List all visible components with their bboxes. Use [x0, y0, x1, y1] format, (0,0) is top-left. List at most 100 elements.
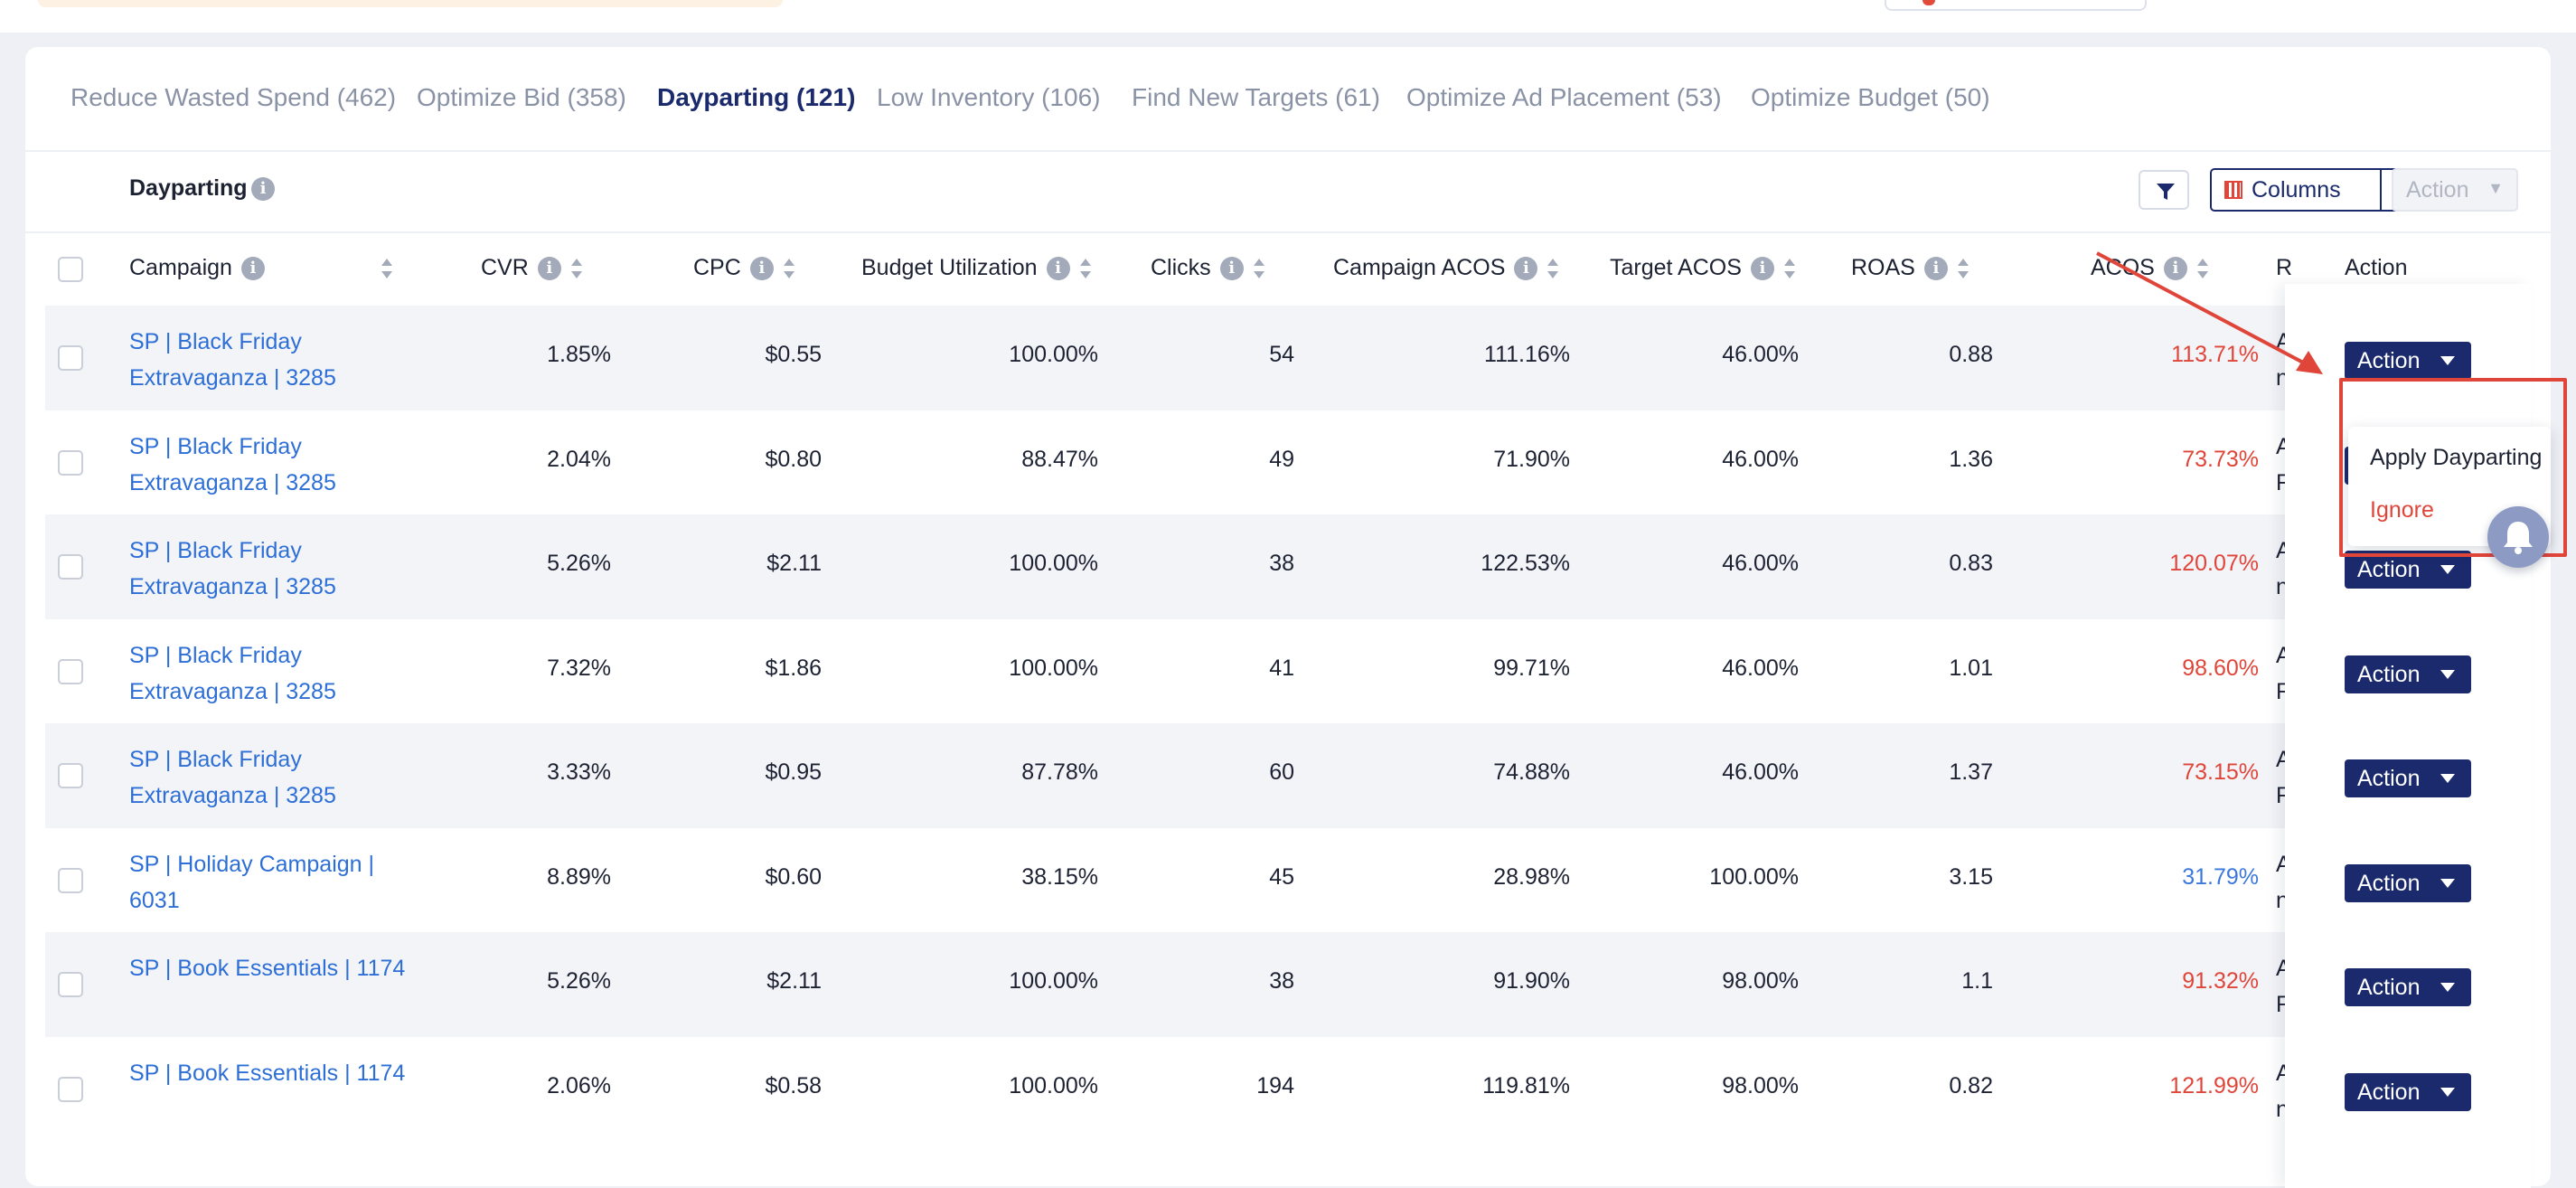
sort-icon[interactable]	[1783, 257, 1796, 280]
row-action-button[interactable]: Action	[2345, 1072, 2471, 1111]
campaign-link[interactable]: SP | Black Friday Extravaganza | 3285	[129, 329, 336, 391]
filter-button[interactable]	[2139, 170, 2189, 210]
bell-icon	[2504, 522, 2533, 554]
col-roas[interactable]: ROAS i	[1851, 255, 1970, 281]
col-campaign[interactable]: Campaign i	[129, 255, 393, 281]
cell-clicks: 45	[1269, 863, 1294, 890]
cell-budget-utilization: 100.00%	[1009, 342, 1098, 367]
row-action-button[interactable]: Action	[2345, 551, 2471, 589]
tab-optimize-budget[interactable]: Optimize Budget (50)	[1751, 83, 1990, 111]
row-checkbox[interactable]	[58, 763, 83, 788]
campaign-link[interactable]: SP | Book Essentials | 1174	[129, 1060, 406, 1086]
info-icon[interactable]: i	[1046, 256, 1070, 280]
col-cvr[interactable]: CVR i	[481, 255, 583, 281]
cell-cpc: $0.55	[765, 342, 822, 367]
cell-acos: 98.60%	[2182, 655, 2259, 681]
info-icon[interactable]: i	[240, 256, 265, 280]
table-row: SP | Black Friday Extravaganza | 3285 7.3…	[45, 619, 2531, 724]
info-icon[interactable]: i	[1514, 256, 1538, 280]
cell-budget-utilization: 100.00%	[1009, 1072, 1098, 1098]
info-icon[interactable]: i	[1750, 256, 1774, 280]
row-checkbox[interactable]	[58, 449, 83, 476]
col-budget-utilization[interactable]: Budget Utilization i	[861, 255, 1092, 281]
select-all-checkbox[interactable]	[58, 257, 83, 282]
cell-campaign-acos: 91.90%	[1493, 968, 1570, 994]
caret-down-icon	[2440, 774, 2455, 783]
cell-budget-utilization: 100.00%	[1009, 968, 1098, 994]
cell-acos: 31.79%	[2182, 863, 2259, 890]
cell-campaign-acos: 111.16%	[1484, 342, 1570, 367]
cell-roas: 1.37	[1949, 759, 1993, 785]
campaign-link[interactable]: SP | Black Friday Extravaganza | 3285	[129, 642, 336, 704]
section-title: Dayparting	[129, 175, 248, 201]
tab-optimize-ad-placement[interactable]: Optimize Ad Placement (53)	[1406, 83, 1722, 111]
cell-cpc: $0.95	[765, 759, 822, 785]
apply-dayparting-option[interactable]: Apply Dayparting	[2370, 445, 2543, 470]
cell-cpc: $2.11	[766, 551, 822, 576]
caret-down-icon	[2440, 1087, 2455, 1097]
sort-icon[interactable]	[783, 257, 795, 280]
row-checkbox[interactable]	[58, 345, 83, 371]
row-action-button[interactable]: Action	[2345, 863, 2471, 902]
sort-icon[interactable]	[1253, 257, 1265, 280]
info-icon[interactable]: i	[2163, 256, 2187, 280]
row-checkbox[interactable]	[58, 658, 83, 684]
campaign-link[interactable]: SP | Book Essentials | 1174	[129, 956, 406, 981]
row-action-button[interactable]: Action	[2345, 759, 2471, 797]
tab-dayparting[interactable]: Dayparting (121)	[657, 83, 856, 111]
sort-icon[interactable]	[381, 257, 393, 280]
tab-reduce-wasted-spend[interactable]: Reduce Wasted Spend (462)	[71, 83, 397, 111]
cell-roas: 0.82	[1949, 1072, 1993, 1098]
notification-bell-button[interactable]	[2487, 506, 2549, 568]
row-action-button[interactable]: Action	[2345, 968, 2471, 1006]
cell-campaign-acos: 122.53%	[1481, 551, 1570, 576]
cell-cpc: $0.80	[765, 446, 822, 472]
cell-cvr: 5.26%	[547, 551, 611, 576]
campaign-link[interactable]: SP | Holiday Campaign | 6031	[129, 851, 374, 913]
table-row: SP | Holiday Campaign | 6031 8.89% $0.60 38…	[45, 828, 2531, 933]
cell-campaign-acos: 71.90%	[1493, 446, 1570, 472]
cell-cvr: 1.85%	[547, 342, 611, 367]
col-cpc[interactable]: CPC i	[693, 255, 795, 281]
cell-cpc: $0.58	[765, 1072, 822, 1098]
cell-roas: 0.88	[1949, 342, 1993, 367]
sort-icon[interactable]	[1957, 257, 1970, 280]
cell-cpc: $2.11	[766, 968, 822, 994]
columns-button[interactable]: Columns ∨	[2210, 168, 2421, 212]
row-checkbox[interactable]	[58, 554, 83, 580]
sort-icon[interactable]	[570, 257, 583, 280]
sort-icon[interactable]	[2196, 257, 2209, 280]
col-campaign-acos[interactable]: Campaign ACOS i	[1333, 255, 1559, 281]
row-checkbox[interactable]	[58, 867, 83, 893]
caret-down-icon	[2440, 565, 2455, 574]
ignore-option[interactable]: Ignore	[2370, 497, 2434, 523]
cell-cvr: 7.32%	[547, 655, 611, 681]
cell-clicks: 60	[1269, 759, 1294, 785]
top-select[interactable]	[1885, 0, 2147, 11]
tab-optimize-bid[interactable]: Optimize Bid (358)	[417, 83, 626, 111]
info-icon[interactable]: i	[537, 256, 561, 280]
info-icon[interactable]: i	[1219, 256, 1244, 280]
cell-cpc: $0.60	[765, 863, 822, 890]
tab-find-new-targets[interactable]: Find New Targets (61)	[1132, 83, 1380, 111]
col-clicks[interactable]: Clicks i	[1151, 255, 1265, 281]
info-icon[interactable]: i	[1923, 256, 1948, 280]
cell-target-acos: 46.00%	[1722, 759, 1799, 785]
row-action-button[interactable]: Action	[2345, 342, 2471, 380]
sort-icon[interactable]	[1079, 257, 1092, 280]
top-strip	[0, 0, 2576, 33]
columns-label: Columns	[2252, 176, 2341, 203]
campaign-link[interactable]: SP | Black Friday Extravaganza | 3285	[129, 747, 336, 808]
campaign-link[interactable]: SP | Black Friday Extravaganza | 3285	[129, 433, 336, 495]
campaign-link[interactable]: SP | Black Friday Extravaganza | 3285	[129, 538, 336, 599]
row-action-button[interactable]: Action	[2345, 655, 2471, 693]
row-checkbox[interactable]	[58, 972, 83, 997]
tab-low-inventory[interactable]: Low Inventory (106)	[877, 83, 1101, 111]
sort-icon[interactable]	[1547, 257, 1559, 280]
col-target-acos[interactable]: Target ACOS i	[1610, 255, 1796, 281]
cell-target-acos: 98.00%	[1722, 968, 1799, 994]
info-icon[interactable]: i	[251, 177, 275, 201]
row-checkbox[interactable]	[58, 1076, 83, 1102]
caret-down-icon	[2440, 878, 2455, 888]
info-icon[interactable]: i	[749, 256, 774, 280]
